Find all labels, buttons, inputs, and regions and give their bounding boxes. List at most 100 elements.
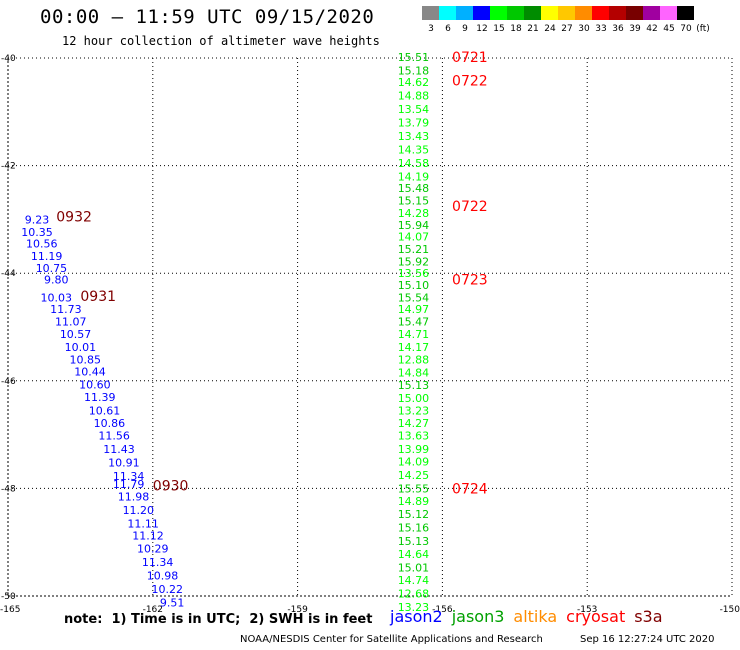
- scale-label-30: 30: [578, 24, 590, 34]
- swh-point-label: 14.89: [398, 495, 430, 508]
- swh-point-label: 11.43: [103, 443, 135, 456]
- scale-swatch-39: [626, 6, 643, 20]
- swh-point-label: 10.56: [26, 238, 58, 251]
- swh-point-label: 14.27: [398, 417, 430, 430]
- swh-point-label: 9.23: [25, 213, 50, 226]
- swh-point-label: 11.11: [127, 517, 159, 530]
- swh-point-label: 14.07: [398, 231, 430, 244]
- swh-point-label: 13.99: [398, 443, 430, 456]
- swh-point-label: 15.13: [398, 379, 430, 392]
- x-tick-label: -156: [432, 605, 453, 615]
- swh-point-label: 10.57: [60, 328, 92, 341]
- swh-point-label: 15.92: [398, 255, 430, 268]
- swh-point-label: 13.54: [398, 103, 430, 116]
- time-label: 0721: [452, 50, 488, 66]
- swh-point-label: 15.21: [398, 243, 430, 256]
- scale-label-39: 39: [629, 24, 641, 34]
- scale-label-9: 9: [462, 24, 468, 34]
- scale-swatch-33: [592, 6, 609, 20]
- swh-point-label: 14.09: [398, 456, 430, 469]
- swh-point-label: 14.88: [398, 90, 430, 103]
- mission-legend: jason2 jason3 altika cryosat s3a: [390, 607, 672, 626]
- scale-swatch-24: [541, 6, 558, 20]
- x-tick-label: -159: [287, 605, 308, 615]
- scale-unit-label: (ft): [696, 24, 710, 34]
- swh-point-label: 15.16: [398, 522, 430, 535]
- scale-swatch-6: [439, 6, 456, 20]
- scale-swatch-3: [422, 6, 439, 20]
- swh-point-label: 15.51: [398, 51, 430, 64]
- swh-point-label: 11.20: [123, 504, 155, 517]
- swh-point-label: 10.29: [137, 543, 169, 556]
- chart-subtitle: 12 hour collection of altimeter wave hei…: [62, 34, 380, 48]
- swh-point-label: 14.97: [398, 303, 430, 316]
- scale-swatch-36: [609, 6, 626, 20]
- swh-point-label: 10.44: [74, 366, 106, 379]
- swh-point-label: 13.79: [398, 117, 430, 130]
- swh-point-label: 15.47: [398, 316, 430, 329]
- scale-label-45: 45: [663, 24, 675, 34]
- swh-point-label: 11.19: [31, 250, 63, 263]
- swh-point-label: 11.98: [118, 490, 150, 503]
- swh-point-label: 15.00: [398, 392, 430, 405]
- scale-label-15: 15: [493, 24, 505, 34]
- swh-point-label: 11.56: [98, 430, 130, 443]
- swh-point-label: 13.23: [398, 601, 430, 614]
- swh-point-label: 10.86: [94, 417, 126, 430]
- scale-swatch-27: [558, 6, 575, 20]
- time-label: 0722: [452, 74, 488, 90]
- swh-point-label: 11.07: [55, 316, 87, 329]
- scale-swatch-9: [456, 6, 473, 20]
- swh-point-label: 14.64: [398, 548, 430, 561]
- swh-point-label: 10.75: [36, 262, 68, 275]
- swh-point-label: 10.85: [69, 353, 101, 366]
- swh-point-label: 10.91: [108, 457, 140, 470]
- swh-point-label: 15.12: [398, 508, 430, 521]
- swh-point-label: 13.63: [398, 430, 430, 443]
- time-label: 0723: [452, 273, 488, 289]
- time-label: 0931: [80, 289, 116, 305]
- swh-point-label: 13.23: [398, 404, 430, 417]
- scale-label-70: 70: [680, 24, 692, 34]
- y-tick-label: -46: [1, 377, 16, 387]
- swh-point-label: 15.13: [398, 535, 430, 548]
- x-tick-label: -162: [143, 605, 163, 615]
- swh-point-label: 14.71: [398, 328, 430, 341]
- swh-point-label: 9.80: [44, 274, 69, 287]
- time-label: 0724: [452, 481, 488, 497]
- y-tick-label: -42: [1, 162, 16, 172]
- scale-label-27: 27: [561, 24, 573, 34]
- swh-point-label: 14.25: [398, 469, 430, 482]
- swh-point-label: 15.48: [398, 182, 430, 195]
- swh-point-label: 13.43: [398, 130, 430, 143]
- swh-point-label: 15.15: [398, 195, 430, 208]
- swh-point-label: 10.03: [41, 291, 73, 304]
- swh-point-label: 14.17: [398, 341, 430, 354]
- time-label: 0932: [56, 210, 92, 226]
- swh-point-label: 14.74: [398, 574, 430, 587]
- swh-point-label: 10.22: [152, 583, 184, 596]
- scale-swatch-42: [643, 6, 660, 20]
- scale-label-12: 12: [476, 24, 488, 34]
- mission-altika: altika: [513, 607, 558, 626]
- scale-swatch-18: [507, 6, 524, 20]
- scale-label-3: 3: [428, 24, 434, 34]
- scale-swatch-45: [660, 6, 677, 20]
- swh-point-label: 14.19: [398, 170, 430, 183]
- time-label: 0930: [153, 479, 189, 495]
- swh-point-label: 10.61: [89, 404, 121, 417]
- scale-label-6: 6: [445, 24, 451, 34]
- x-tick-label: -153: [577, 605, 597, 615]
- swh-point-label: 10.98: [147, 570, 179, 583]
- swh-point-label: 10.01: [65, 341, 97, 354]
- scale-label-24: 24: [544, 24, 556, 34]
- time-label: 0722: [452, 199, 488, 215]
- x-tick-label: -150: [720, 605, 740, 615]
- generated-timestamp: Sep 16 12:27:24 UTC 2020: [580, 634, 715, 645]
- x-tick-label: -165: [0, 605, 20, 615]
- swh-point-label: 10.35: [21, 226, 53, 239]
- scale-swatch-12: [473, 6, 490, 20]
- scale-swatch-21: [524, 6, 541, 20]
- scale-swatch-70: [677, 6, 694, 20]
- scale-label-21: 21: [527, 24, 539, 34]
